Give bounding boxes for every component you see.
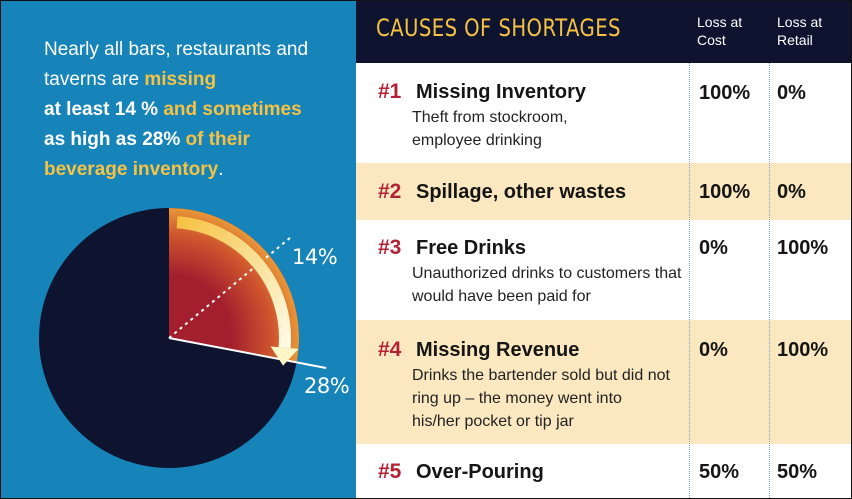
row-description: Theft from stockroom, employee drinking [412, 109, 568, 149]
row-loss-retail: 50% [777, 461, 818, 483]
headline-text-2: and sometimes [158, 99, 302, 120]
row-loss-retail: 100% [777, 339, 829, 361]
table-row: #2 Spillage, other wastes 100% 0% [356, 163, 851, 220]
row-loss-cost: 100% [699, 181, 751, 203]
headline-missing: missing [144, 69, 217, 90]
slice-label-28: 28% [304, 374, 350, 398]
row-loss-cost: 100% [699, 82, 751, 104]
row-rank: #5 [378, 460, 402, 483]
pie-slice-28-boundary [168, 337, 327, 369]
row-cause: Free Drinks [416, 237, 527, 259]
left-panel: Nearly all bars, restaurants and taverns… [1, 1, 356, 498]
headline-beverage-inventory: beverage inventory [44, 159, 219, 180]
headline-text-1: Nearly all bars, restaurants and taverns… [44, 39, 309, 90]
column-divider-retail [769, 63, 770, 498]
row-loss-cost: 50% [699, 461, 740, 483]
row-rank: #3 [378, 236, 402, 259]
headline-period: . [218, 159, 224, 180]
row-loss-retail: 0% [777, 82, 806, 104]
slice-label-14: 14% [292, 245, 338, 269]
row-loss-retail: 100% [777, 237, 829, 259]
pie-chart [39, 208, 327, 468]
arrow-arc [176, 216, 291, 349]
shortages-table: CAUSES OF SHORTAGES Loss at Cost Loss at… [356, 1, 851, 498]
column-header-cost: Loss at Cost [697, 14, 743, 48]
arrow-head [270, 346, 299, 366]
table-row: #3 Free Drinks Unauthorized drinks to cu… [356, 220, 851, 320]
headline-min-percent: at least 14 % [44, 99, 159, 120]
row-cause: Missing Revenue [416, 339, 580, 361]
row-description: Unauthorized drinks to customers that wo… [412, 265, 682, 305]
row-loss-cost: 0% [699, 339, 728, 361]
row-cause: Over-Pouring [416, 461, 544, 483]
table-row: #5 Over-Pouring 50% 50% [356, 444, 851, 498]
row-loss-retail: 0% [777, 181, 806, 203]
column-divider-cost [689, 63, 690, 498]
row-rank: #4 [378, 338, 402, 361]
table-row: #1 Missing Inventory Theft from stockroo… [356, 63, 851, 163]
table-row: #4 Missing Revenue Drinks the bartender … [356, 320, 851, 444]
row-rank: #2 [378, 180, 402, 203]
pie-slice-28 [169, 208, 300, 363]
column-header-retail: Loss at Retail [777, 14, 823, 48]
table-title: CAUSES OF SHORTAGES [376, 14, 621, 42]
row-description: Drinks the bartender sold but did not ri… [412, 367, 670, 430]
pie-slice-14-divider [168, 235, 293, 339]
row-cause: Spillage, other wastes [416, 181, 627, 203]
row-loss-cost: 0% [699, 237, 728, 259]
headline: Nearly all bars, restaurants and taverns… [44, 35, 349, 185]
row-rank: #1 [378, 80, 402, 103]
row-cause: Missing Inventory [416, 81, 587, 103]
headline-max-percent: as high as 28% [44, 129, 181, 150]
table-header: CAUSES OF SHORTAGES Loss at Cost Loss at… [356, 1, 851, 63]
headline-text-3: of their [180, 129, 250, 150]
